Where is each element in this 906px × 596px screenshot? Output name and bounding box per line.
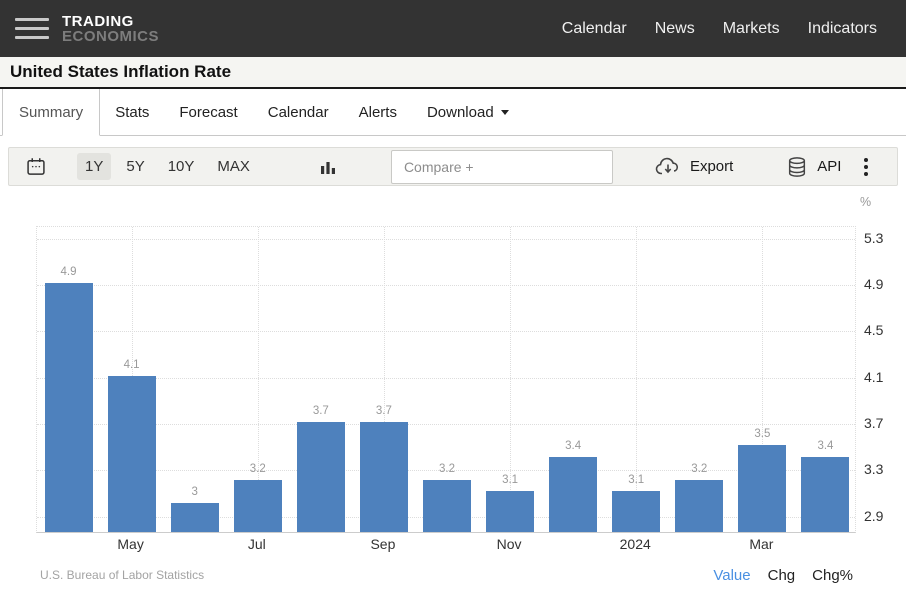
bar[interactable] bbox=[549, 457, 597, 532]
y-axis-tick: 5.3 bbox=[864, 230, 883, 246]
bar-value-label: 3.5 bbox=[731, 428, 794, 440]
column-chart-icon bbox=[318, 157, 338, 177]
bar[interactable] bbox=[171, 503, 219, 532]
bar-value-label: 3.2 bbox=[226, 463, 289, 475]
calendar-icon bbox=[26, 157, 46, 177]
bar[interactable] bbox=[108, 376, 156, 532]
title-bar: United States Inflation Rate bbox=[0, 57, 906, 89]
data-source-label: U.S. Bureau of Labor Statistics bbox=[40, 568, 204, 582]
h-gridline bbox=[37, 378, 855, 379]
x-axis-tick: May bbox=[117, 536, 143, 552]
nav-item-calendar[interactable]: Calendar bbox=[548, 12, 641, 46]
x-axis-tick: 2024 bbox=[620, 536, 651, 552]
y-axis-tick: 2.9 bbox=[864, 508, 883, 524]
navbar-links: Calendar News Markets Indicators bbox=[548, 12, 906, 46]
tab-forecast[interactable]: Forecast bbox=[164, 89, 252, 135]
mode-chg[interactable]: Chg bbox=[768, 567, 796, 584]
database-icon bbox=[786, 156, 808, 178]
api-label: API bbox=[817, 158, 841, 175]
mode-value[interactable]: Value bbox=[713, 567, 750, 584]
y-axis-unit: % bbox=[860, 195, 871, 209]
cloud-download-icon bbox=[655, 157, 681, 177]
x-axis-tick: Nov bbox=[497, 536, 522, 552]
section-tabs: Summary Stats Forecast Calendar Alerts D… bbox=[0, 89, 906, 136]
range-10y[interactable]: 10Y bbox=[160, 153, 203, 180]
chart-type-button[interactable] bbox=[318, 157, 338, 177]
bar[interactable] bbox=[297, 422, 345, 532]
bar-value-label: 4.9 bbox=[37, 266, 100, 278]
compare-input[interactable] bbox=[391, 150, 613, 184]
bar-value-label: 3.4 bbox=[794, 440, 857, 452]
bar-value-label: 3.1 bbox=[479, 474, 542, 486]
logo-line1: TRADING bbox=[62, 14, 159, 29]
api-button[interactable]: API bbox=[786, 156, 841, 178]
bar[interactable] bbox=[360, 422, 408, 532]
x-axis-tick: Sep bbox=[370, 536, 395, 552]
y-axis-tick: 4.1 bbox=[864, 369, 883, 385]
bar[interactable] bbox=[801, 457, 849, 532]
bar[interactable] bbox=[738, 445, 786, 532]
top-navbar: TRADING ECONOMICS Calendar News Markets … bbox=[0, 0, 906, 57]
chart-toolbar: 1Y 5Y 10Y MAX Export API bbox=[8, 147, 898, 186]
export-button[interactable]: Export bbox=[655, 157, 733, 177]
range-selector: 1Y 5Y 10Y MAX bbox=[77, 153, 258, 180]
kebab-menu-icon[interactable] bbox=[864, 158, 868, 176]
bar-value-label: 3 bbox=[163, 486, 226, 498]
h-gridline bbox=[37, 331, 855, 332]
tab-download[interactable]: Download bbox=[412, 89, 524, 135]
chevron-down-icon bbox=[501, 110, 509, 115]
tab-summary[interactable]: Summary bbox=[2, 89, 100, 136]
bar-value-label: 3.2 bbox=[668, 463, 731, 475]
chart-footer: U.S. Bureau of Labor Statistics Value Ch… bbox=[0, 560, 906, 596]
x-axis-tick: Mar bbox=[749, 536, 773, 552]
bar[interactable] bbox=[423, 480, 471, 532]
range-max[interactable]: MAX bbox=[209, 153, 258, 180]
h-gridline bbox=[37, 285, 855, 286]
tab-stats[interactable]: Stats bbox=[100, 89, 164, 135]
bar[interactable] bbox=[234, 480, 282, 532]
bar-value-label: 3.4 bbox=[542, 440, 605, 452]
range-5y[interactable]: 5Y bbox=[118, 153, 152, 180]
page-title: United States Inflation Rate bbox=[10, 62, 231, 82]
mode-chg-pct[interactable]: Chg% bbox=[812, 567, 853, 584]
bar-value-label: 3.2 bbox=[415, 463, 478, 475]
hamburger-menu-icon[interactable] bbox=[15, 18, 49, 39]
h-gridline bbox=[37, 239, 855, 240]
y-axis-tick: 4.5 bbox=[864, 322, 883, 338]
y-axis-tick: 3.7 bbox=[864, 415, 883, 431]
export-label: Export bbox=[690, 158, 733, 175]
inflation-bar-chart: % 4.94.133.23.73.73.23.13.43.13.23.53.4 … bbox=[0, 186, 906, 560]
nav-item-markets[interactable]: Markets bbox=[709, 12, 794, 46]
series-mode-switch: Value Chg Chg% bbox=[713, 567, 853, 584]
x-axis-tick: Jul bbox=[248, 536, 266, 552]
h-gridline bbox=[37, 424, 855, 425]
site-logo[interactable]: TRADING ECONOMICS bbox=[62, 14, 159, 44]
bar-value-label: 4.1 bbox=[100, 359, 163, 371]
y-axis-tick: 3.3 bbox=[864, 461, 883, 477]
logo-line2: ECONOMICS bbox=[62, 29, 159, 44]
bar[interactable] bbox=[486, 491, 534, 532]
bar-value-label: 3.7 bbox=[352, 405, 415, 417]
date-range-calendar-button[interactable] bbox=[26, 157, 46, 177]
nav-item-indicators[interactable]: Indicators bbox=[794, 12, 891, 46]
tab-calendar[interactable]: Calendar bbox=[253, 89, 344, 135]
bar[interactable] bbox=[612, 491, 660, 532]
bar[interactable] bbox=[45, 283, 93, 532]
bar-value-label: 3.1 bbox=[605, 474, 668, 486]
plot-area: 4.94.133.23.73.73.23.13.43.13.23.53.4 bbox=[36, 226, 856, 533]
range-1y[interactable]: 1Y bbox=[77, 153, 111, 180]
nav-item-news[interactable]: News bbox=[641, 12, 709, 46]
tab-alerts[interactable]: Alerts bbox=[344, 89, 412, 135]
y-axis-tick: 4.9 bbox=[864, 276, 883, 292]
bar[interactable] bbox=[675, 480, 723, 532]
bar-value-label: 3.7 bbox=[289, 405, 352, 417]
